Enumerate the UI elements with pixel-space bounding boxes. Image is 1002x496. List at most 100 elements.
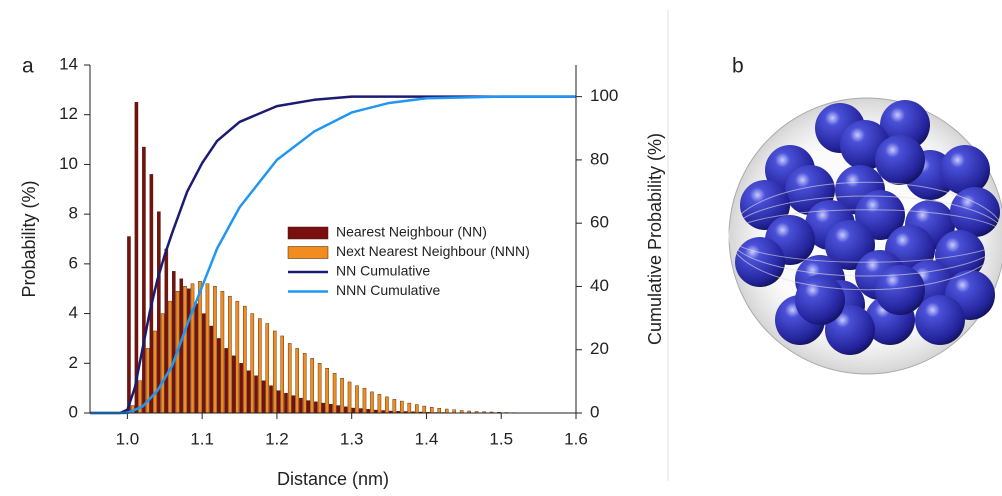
page: a b 1.01.11.21.31.41.51.6024681012140204… bbox=[0, 0, 1002, 496]
x-tick-label: 1.2 bbox=[265, 429, 289, 448]
histogram-bar bbox=[445, 409, 448, 413]
histogram-bar bbox=[378, 394, 381, 413]
histogram-bar bbox=[221, 291, 224, 413]
y-tick-label: 10 bbox=[59, 154, 78, 173]
legend-label: Next Nearest Neighbour (NNN) bbox=[336, 243, 530, 259]
histogram-bar bbox=[340, 378, 343, 413]
histogram-bar bbox=[385, 397, 388, 413]
ball bbox=[875, 265, 925, 315]
histogram-bar bbox=[135, 102, 138, 413]
ball bbox=[940, 145, 990, 195]
legend-label: Nearest Neighbour (NN) bbox=[336, 224, 487, 240]
panel-label: a bbox=[22, 55, 34, 78]
y2-tick-label: 60 bbox=[590, 213, 609, 232]
histogram-bar bbox=[344, 407, 347, 413]
x-tick-label: 1.3 bbox=[340, 429, 364, 448]
ball bbox=[950, 187, 1000, 237]
histogram-bar bbox=[288, 343, 291, 413]
histogram-bar bbox=[187, 289, 190, 413]
legend-swatch bbox=[288, 227, 328, 239]
histogram-bar bbox=[423, 406, 426, 413]
histogram-bar bbox=[400, 401, 403, 413]
histogram-bar bbox=[142, 147, 145, 413]
histogram-bar bbox=[314, 402, 317, 413]
histogram-bar bbox=[367, 409, 370, 413]
histogram-bar bbox=[318, 363, 321, 413]
histogram-bar bbox=[213, 286, 216, 413]
histogram-bar bbox=[363, 388, 366, 413]
histogram-bar bbox=[191, 284, 194, 413]
y-tick-label: 2 bbox=[69, 353, 78, 372]
histogram-bar bbox=[311, 358, 314, 413]
histogram-bar bbox=[258, 319, 261, 413]
histogram-bar bbox=[172, 271, 175, 413]
histogram-bar bbox=[206, 284, 209, 413]
y2-tick-label: 40 bbox=[590, 276, 609, 295]
y-tick-label: 0 bbox=[69, 402, 78, 421]
histogram-bar bbox=[183, 286, 186, 413]
y-axis-title: Probability (%) bbox=[19, 180, 39, 297]
histogram-bar bbox=[299, 398, 302, 413]
x-axis-title: Distance (nm) bbox=[277, 469, 389, 489]
x-tick-label: 1.0 bbox=[116, 429, 140, 448]
histogram-bar bbox=[254, 376, 257, 413]
histogram-bar bbox=[262, 381, 265, 413]
histogram-bar bbox=[333, 373, 336, 413]
histogram-bar bbox=[393, 399, 396, 413]
histogram-bar bbox=[169, 301, 172, 413]
histogram-bar bbox=[217, 338, 220, 413]
histogram-bar bbox=[236, 301, 239, 413]
histogram-bar bbox=[251, 314, 254, 413]
histogram-bar bbox=[329, 404, 332, 413]
histogram-bar bbox=[355, 386, 358, 413]
histogram-bar bbox=[307, 401, 310, 413]
histogram-bar bbox=[277, 391, 280, 413]
histogram-bar bbox=[273, 331, 276, 413]
histogram-bar bbox=[195, 304, 198, 413]
histogram-bar bbox=[292, 396, 295, 413]
y2-tick-label: 80 bbox=[590, 149, 609, 168]
histogram-bar bbox=[202, 314, 205, 413]
histogram-bar bbox=[281, 336, 284, 413]
histogram-bar bbox=[408, 403, 411, 413]
histogram-bar bbox=[438, 408, 441, 413]
histogram-bar bbox=[322, 403, 325, 413]
histogram-bar bbox=[266, 324, 269, 413]
histogram-bar bbox=[359, 409, 362, 413]
histogram-bar bbox=[303, 353, 306, 413]
ball bbox=[875, 135, 925, 185]
histogram-bar bbox=[337, 406, 340, 413]
histogram-bar bbox=[247, 371, 250, 413]
panel-label: b bbox=[732, 55, 744, 78]
ball bbox=[915, 295, 965, 345]
histogram-bar bbox=[326, 368, 329, 413]
histogram-bar bbox=[430, 407, 433, 413]
x-tick-label: 1.1 bbox=[190, 429, 214, 448]
legend-swatch bbox=[288, 247, 328, 259]
histogram-bar bbox=[157, 212, 160, 413]
histogram-bar bbox=[240, 363, 243, 413]
histogram-bar bbox=[415, 405, 418, 413]
figure: a b 1.01.11.21.31.41.51.6024681012140204… bbox=[0, 0, 1002, 491]
x-tick-label: 1.5 bbox=[489, 429, 513, 448]
histogram-bar bbox=[228, 296, 231, 413]
histogram-bar bbox=[352, 408, 355, 413]
sphere-illustration bbox=[729, 98, 1002, 374]
y-tick-label: 6 bbox=[69, 253, 78, 272]
histogram-bar bbox=[165, 249, 168, 413]
y-tick-label: 14 bbox=[59, 54, 78, 73]
y-tick-label: 12 bbox=[59, 104, 78, 123]
y2-tick-label: 0 bbox=[590, 402, 599, 421]
histogram-bar bbox=[127, 237, 130, 413]
legend-label: NN Cumulative bbox=[336, 263, 430, 279]
histogram-bar bbox=[150, 174, 153, 413]
x-tick-label: 1.6 bbox=[564, 429, 588, 448]
histogram-bar bbox=[243, 306, 246, 413]
y-tick-label: 4 bbox=[69, 303, 78, 322]
y2-tick-label: 20 bbox=[590, 339, 609, 358]
histogram-bar bbox=[269, 386, 272, 413]
x-tick-label: 1.4 bbox=[415, 429, 439, 448]
histogram-bar bbox=[154, 331, 157, 413]
legend-label: NNN Cumulative bbox=[336, 282, 440, 298]
histogram-bar bbox=[284, 393, 287, 413]
